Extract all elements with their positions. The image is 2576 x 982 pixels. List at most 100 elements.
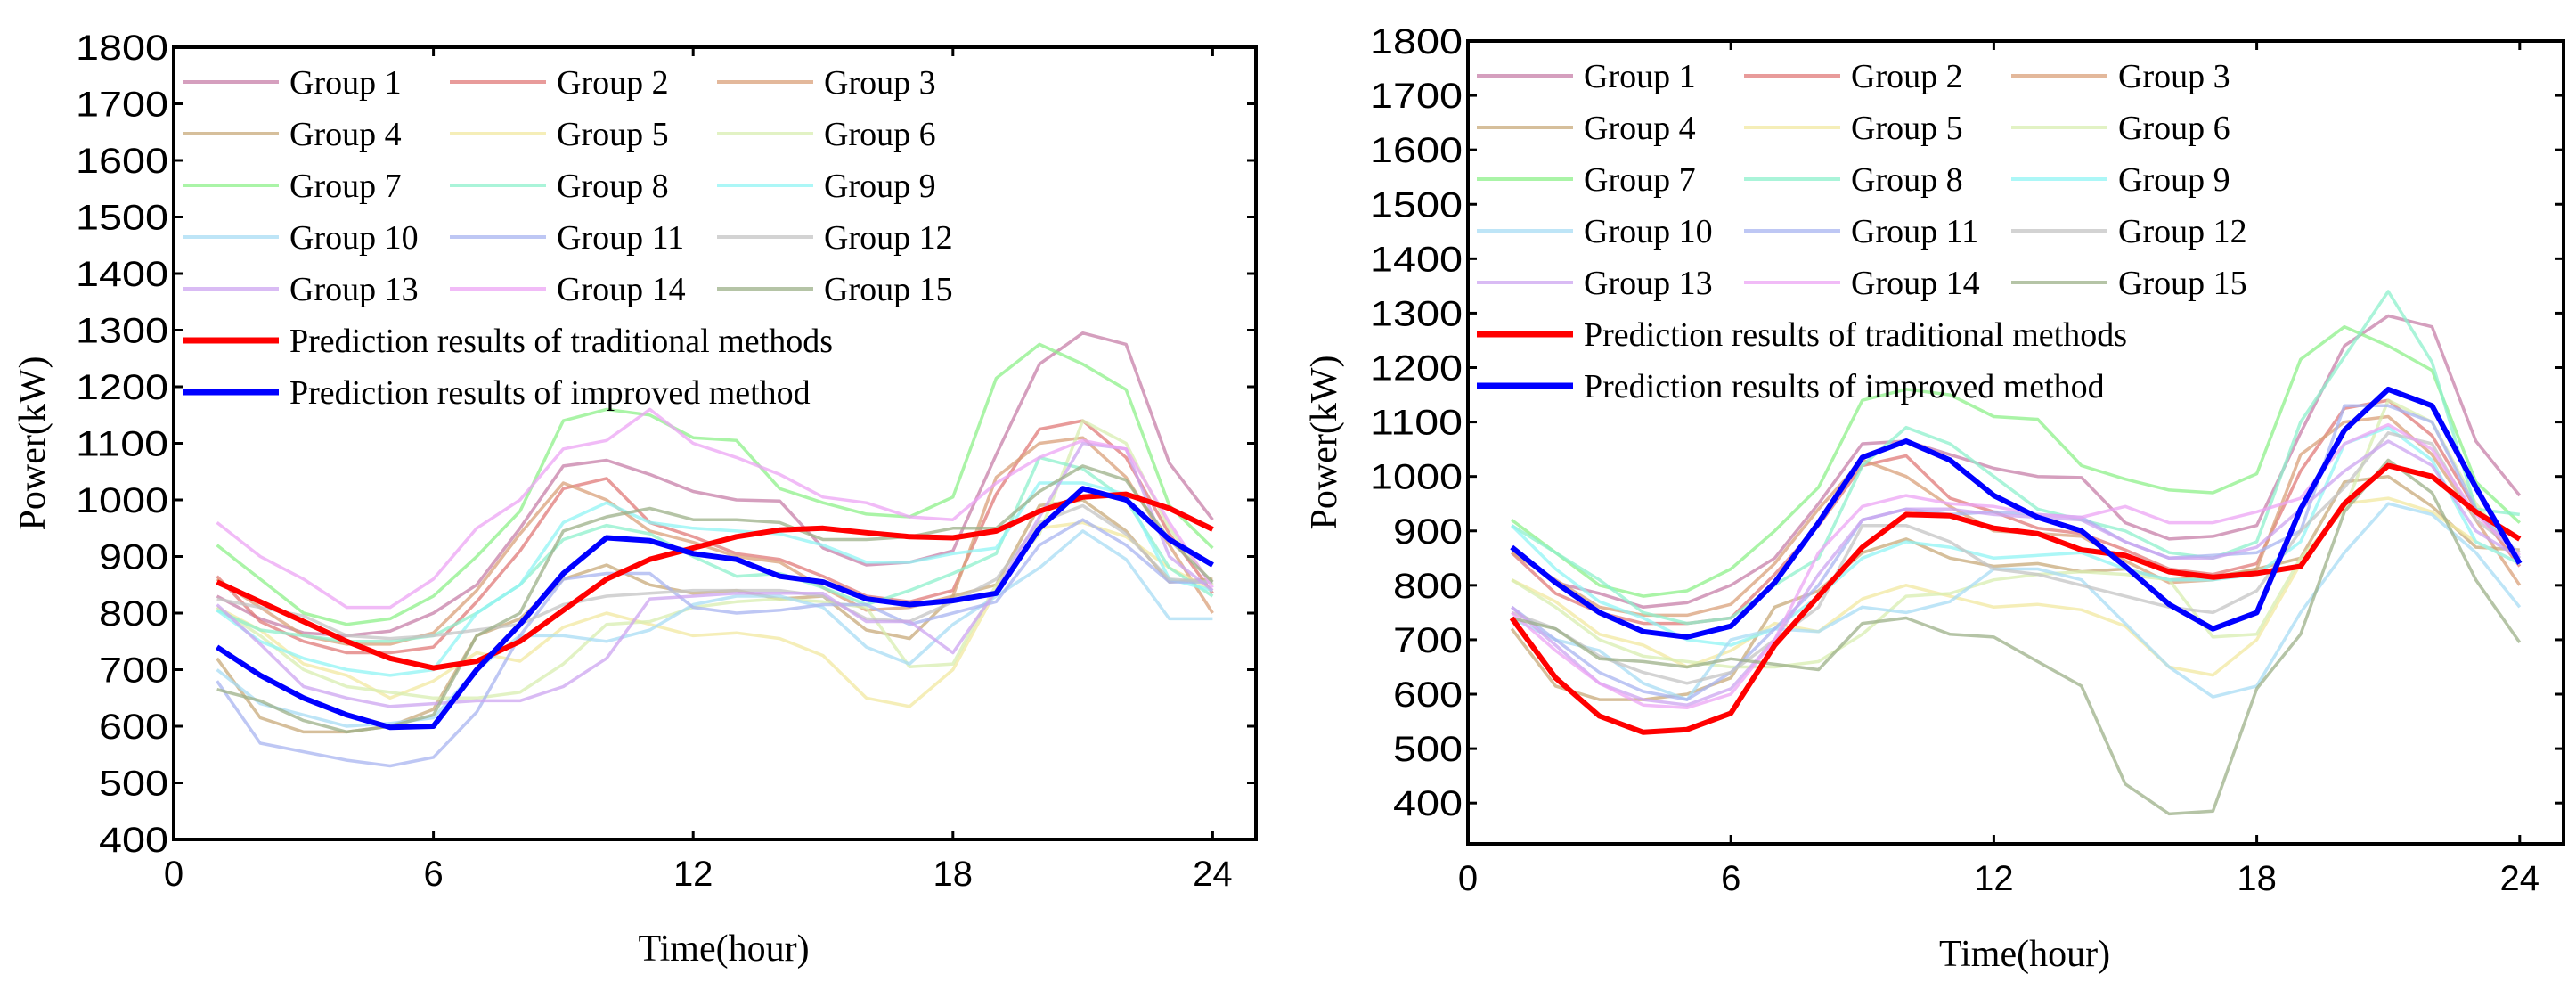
x-tick-label: 6 bbox=[423, 855, 443, 894]
legend-label: Group 9 bbox=[824, 168, 936, 205]
series-line-group-11 bbox=[1511, 404, 2522, 701]
legend-item: Group 10 bbox=[183, 219, 419, 257]
y-tick-label: 1200 bbox=[1370, 349, 1463, 389]
legend-label: Group 5 bbox=[1851, 110, 1963, 147]
series-line-prediction-results-of-traditional-methods bbox=[1509, 462, 2522, 735]
legend-label: Group 7 bbox=[289, 168, 402, 205]
legend-item: Group 6 bbox=[2011, 110, 2230, 147]
series-line-group-1 bbox=[216, 331, 1214, 638]
legend-item: Group 4 bbox=[183, 116, 402, 153]
legend-item: Group 7 bbox=[1477, 161, 1696, 199]
x-tick-label: 24 bbox=[2500, 859, 2540, 898]
series-line-group-11 bbox=[216, 518, 1213, 768]
y-tick-label: 700 bbox=[99, 651, 168, 691]
legend-item: Group 1 bbox=[183, 64, 402, 102]
legend-item: Group 5 bbox=[1744, 110, 1963, 147]
legend-label: Group 13 bbox=[289, 271, 419, 308]
y-tick-label: 1100 bbox=[76, 425, 168, 464]
x-tick-label: 12 bbox=[673, 855, 713, 894]
chart-panel-left: 400 500 600 700 800 900 1000 1100 1200 1300 1400 15… bbox=[12, 29, 1258, 970]
legend-item: Prediction results of traditional method… bbox=[1477, 316, 2127, 354]
y-tick-label: 800 bbox=[1393, 567, 1463, 606]
legend-label: Group 11 bbox=[557, 219, 684, 257]
legend-item: Group 2 bbox=[1744, 58, 1963, 95]
legend-label: Group 15 bbox=[2118, 265, 2247, 302]
x-axis-label: Time(hour) bbox=[638, 929, 809, 970]
series-line-prediction-results-of-improved-method bbox=[1510, 386, 2523, 640]
y-tick-label: 600 bbox=[99, 708, 168, 747]
series-line-prediction-results-of-improved-method bbox=[215, 486, 1214, 731]
legend-item: Prediction results of improved method bbox=[1477, 368, 2105, 405]
legend-item: Group 10 bbox=[1477, 213, 1713, 250]
series-line-group-12 bbox=[1511, 431, 2521, 685]
series-line-group-13 bbox=[1511, 439, 2521, 707]
legend-item: Group 6 bbox=[717, 116, 936, 153]
legend-label: Group 7 bbox=[1584, 161, 1696, 199]
y-tick-label: 1600 bbox=[76, 142, 168, 181]
series-line-group-7 bbox=[1511, 324, 2521, 598]
x-tick-label: 12 bbox=[1974, 859, 2014, 898]
x-tick-label: 18 bbox=[933, 855, 974, 894]
series-line-group-4 bbox=[216, 498, 1213, 734]
legend-item: Group 11 bbox=[1744, 213, 1978, 250]
legend-label: Group 11 bbox=[1851, 213, 1978, 250]
chart-panel-right: 400 500 600 700 800 900 1000 1100 1200 1300 1400 15… bbox=[1304, 22, 2565, 975]
legend-label: Group 6 bbox=[824, 116, 936, 153]
y-axis-label: Power(kW) bbox=[12, 356, 53, 531]
legend-item: Group 13 bbox=[183, 271, 419, 308]
series-line-group-2 bbox=[216, 419, 1214, 655]
y-tick-label: 900 bbox=[1393, 512, 1463, 552]
legend-label: Group 3 bbox=[2118, 58, 2230, 95]
legend-item: Group 15 bbox=[2011, 265, 2247, 302]
series-line-group-7 bbox=[216, 342, 1214, 626]
legend-item: Group 12 bbox=[717, 219, 953, 257]
y-tick-label: 700 bbox=[1393, 621, 1463, 660]
y-tick-label: 500 bbox=[1393, 730, 1463, 769]
legend-label: Group 5 bbox=[557, 116, 669, 153]
legend-label: Group 15 bbox=[824, 271, 953, 308]
legend-label: Group 1 bbox=[289, 64, 402, 102]
legend-item: Group 12 bbox=[2011, 213, 2247, 250]
series-line-group-8 bbox=[216, 455, 1214, 643]
legend-label: Group 2 bbox=[557, 64, 669, 102]
y-tick-label: 1000 bbox=[76, 481, 168, 520]
legend-label: Group 8 bbox=[557, 168, 669, 205]
legend-item: Group 9 bbox=[2011, 161, 2230, 199]
y-tick-label: 1700 bbox=[1370, 77, 1463, 116]
y-tick-label: 900 bbox=[99, 538, 168, 577]
legend-label: Group 4 bbox=[1584, 110, 1696, 147]
series-line-group-3 bbox=[216, 436, 1214, 646]
series-line-group-14 bbox=[1511, 422, 2521, 710]
y-tick-label: 500 bbox=[99, 765, 168, 804]
series-line-group-8 bbox=[1511, 290, 2521, 626]
x-tick-label: 24 bbox=[1193, 855, 1233, 894]
series-line-group-14 bbox=[216, 407, 1214, 610]
legend-item: Group 15 bbox=[717, 271, 953, 308]
legend-item: Prediction results of traditional method… bbox=[183, 323, 833, 360]
series-line-group-10 bbox=[216, 529, 1213, 728]
y-tick-label: 1500 bbox=[76, 199, 168, 238]
legend-label: Group 13 bbox=[1584, 265, 1713, 302]
x-tick-label: 18 bbox=[2237, 859, 2277, 898]
series-line-group-13 bbox=[216, 441, 1214, 708]
legend-item: Group 3 bbox=[717, 64, 936, 102]
series-line-group-4 bbox=[1510, 474, 2520, 701]
legend-item: Group 4 bbox=[1477, 110, 1696, 147]
legend-label: Group 2 bbox=[1851, 58, 1963, 95]
y-tick-label: 1300 bbox=[1370, 294, 1463, 333]
series-line-group-6 bbox=[216, 419, 1214, 700]
legend-label: Prediction results of improved method bbox=[289, 374, 811, 412]
legend-item: Group 8 bbox=[450, 168, 669, 205]
series-line-group-15 bbox=[1511, 458, 2522, 816]
y-tick-label: 1100 bbox=[1370, 404, 1463, 443]
series-line-group-6 bbox=[1511, 398, 2522, 669]
series-group bbox=[215, 331, 1214, 768]
y-tick-label: 400 bbox=[99, 821, 168, 860]
legend: Group 1 Group 2 Group 3 Group 4 Group 5 Group… bbox=[183, 64, 953, 412]
legend-item: Group 14 bbox=[450, 271, 686, 308]
y-tick-label: 1500 bbox=[1370, 185, 1463, 225]
y-tick-label: 1400 bbox=[76, 255, 168, 294]
legend-label: Group 14 bbox=[1851, 265, 1980, 302]
y-tick-label: 1800 bbox=[76, 29, 168, 68]
